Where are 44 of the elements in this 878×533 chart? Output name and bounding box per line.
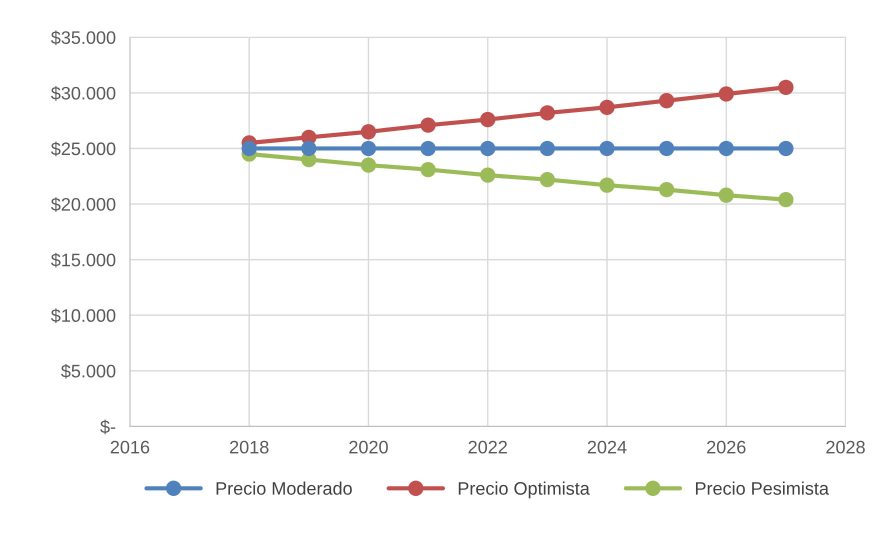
point (420, 162, 436, 178)
point (540, 172, 555, 188)
point (360, 124, 376, 140)
point (360, 158, 376, 173)
point (658, 182, 674, 198)
x-tick-label: 2026 (707, 440, 746, 454)
x-tick-label: 2028 (826, 440, 865, 454)
legend-label: Precio Optimista (458, 482, 590, 498)
point (658, 140, 674, 156)
point (420, 117, 436, 133)
y-tick-label: $15.000 (50, 252, 116, 268)
point (599, 140, 615, 156)
legend-label: Precio Moderado (216, 482, 352, 495)
point (480, 140, 496, 156)
x-tick-label: 2018 (230, 440, 269, 454)
point (599, 100, 615, 115)
legend-label: Precio Pesimista (696, 482, 829, 495)
point (242, 140, 257, 156)
point (718, 140, 734, 156)
point (360, 140, 376, 156)
y-tick-label: $35.000 (50, 30, 116, 46)
point (718, 188, 734, 203)
point (540, 105, 555, 121)
point (778, 192, 794, 208)
y-tick-label: $20.000 (50, 197, 116, 212)
point (718, 86, 734, 102)
x-tick-label: 2020 (349, 440, 388, 454)
y-tick-label: $5.000 (61, 364, 116, 379)
y-tick-label: $10.000 (50, 308, 116, 324)
point (778, 80, 794, 95)
x-tick-label: 2016 (110, 440, 150, 454)
point (420, 140, 436, 156)
point (480, 112, 496, 128)
point (480, 168, 496, 183)
point (658, 93, 674, 108)
x-tick-label: 2024 (588, 440, 627, 454)
y-tick-label: $- (100, 420, 116, 434)
point (301, 140, 316, 156)
y-tick-label: $30.000 (50, 86, 116, 101)
x-tick-label: 2022 (468, 440, 507, 454)
y-tick-label: $25.000 (50, 142, 116, 156)
point (599, 178, 615, 193)
point (778, 140, 794, 156)
point (540, 140, 555, 156)
